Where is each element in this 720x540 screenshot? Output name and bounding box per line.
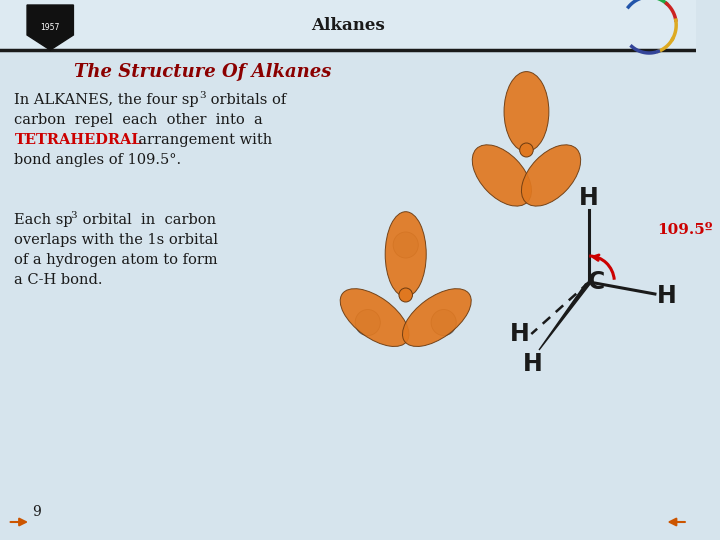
Text: H: H (580, 186, 599, 210)
Ellipse shape (504, 72, 549, 152)
Text: orbital  in  carbon: orbital in carbon (78, 213, 217, 227)
Text: of a hydrogen atom to form: of a hydrogen atom to form (14, 253, 218, 267)
Ellipse shape (521, 145, 580, 206)
Text: bond angles of 109.5°.: bond angles of 109.5°. (14, 153, 181, 167)
Text: H: H (510, 322, 530, 346)
Ellipse shape (393, 232, 418, 258)
Text: carbon  repel  each  other  into  a: carbon repel each other into a (14, 113, 264, 127)
Polygon shape (27, 5, 73, 50)
Text: TETRAHEDRAL: TETRAHEDRAL (14, 133, 142, 147)
Text: H: H (657, 284, 676, 308)
Text: In ALKANES, the four sp: In ALKANES, the four sp (14, 93, 199, 107)
Text: 1957: 1957 (40, 24, 60, 32)
Text: 9: 9 (32, 505, 41, 519)
Ellipse shape (431, 309, 456, 335)
Text: 109.5º: 109.5º (657, 223, 712, 237)
Bar (0, 0, 696, 50)
Ellipse shape (385, 212, 426, 296)
Text: Alkanes: Alkanes (311, 17, 384, 35)
Polygon shape (29, 26, 72, 38)
Text: 3: 3 (199, 91, 206, 99)
Text: overlaps with the 1s orbital: overlaps with the 1s orbital (14, 233, 218, 247)
Text: 3: 3 (71, 211, 77, 219)
Ellipse shape (399, 288, 413, 302)
Ellipse shape (520, 143, 534, 157)
Text: H: H (523, 352, 543, 376)
Text: Each sp: Each sp (14, 213, 73, 227)
Ellipse shape (402, 289, 471, 347)
Text: a C-H bond.: a C-H bond. (14, 273, 103, 287)
Ellipse shape (355, 309, 380, 335)
Text: orbitals of: orbitals of (206, 93, 286, 107)
Text: C: C (588, 270, 606, 294)
Ellipse shape (472, 145, 531, 206)
Text: arrangement with: arrangement with (130, 133, 273, 147)
Polygon shape (539, 280, 593, 350)
Text: The Structure Of Alkanes: The Structure Of Alkanes (74, 63, 331, 81)
Ellipse shape (340, 289, 409, 347)
